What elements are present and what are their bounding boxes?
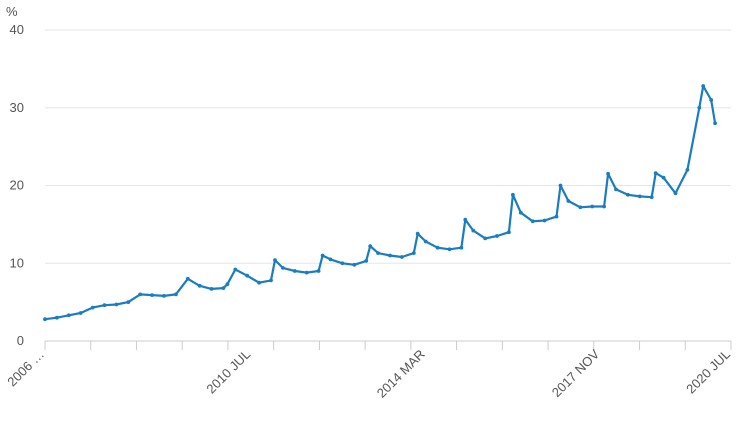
data-point (364, 259, 369, 263)
x-tick-label: 2020 JUL (683, 347, 733, 397)
data-point (269, 278, 273, 283)
data-point (150, 293, 155, 297)
data-point (102, 303, 107, 308)
x-tick-label: 2017 NOV (549, 346, 603, 400)
series-line-path (43, 84, 717, 321)
data-point (368, 244, 373, 249)
y-tick-label: 30 (10, 100, 24, 115)
x-tick-label: 2006 … (4, 347, 47, 390)
data-point (614, 187, 618, 192)
data-point (400, 255, 404, 259)
data-point (320, 253, 325, 258)
data-point (209, 287, 214, 291)
data-point (459, 245, 464, 250)
x-tick-labels: 2006 … 2010 JUL 2014 MAR 2017 NOV 2020 JUL (4, 346, 733, 400)
data-point (257, 280, 261, 285)
y-tick-label: 40 (10, 22, 24, 37)
data-point (661, 175, 666, 180)
data-point (411, 251, 416, 256)
grid-lines (45, 29, 731, 264)
data-point (221, 286, 226, 290)
data-point (447, 247, 452, 252)
data-point (162, 294, 166, 298)
data-point (606, 171, 610, 176)
y-tick-label: 20 (10, 178, 24, 193)
data-point (685, 168, 690, 172)
data-point (542, 218, 547, 223)
data-point (304, 270, 309, 275)
axes (44, 340, 732, 350)
data-point (376, 251, 380, 256)
x-tick-label: 2014 MAR (374, 347, 428, 401)
data-point (649, 195, 654, 200)
y-tick-label: 0 (17, 333, 24, 348)
data-point (507, 230, 511, 235)
data-point (55, 315, 59, 320)
data-point (590, 204, 595, 209)
data-point (225, 282, 230, 287)
data-point (174, 292, 178, 297)
data-point (340, 261, 345, 266)
data-point (518, 210, 523, 215)
data-point (637, 194, 642, 199)
y-tick-label: 10 (10, 255, 24, 270)
data-point (566, 199, 571, 203)
data-point (114, 302, 119, 307)
data-point (90, 305, 95, 310)
data-point (233, 267, 238, 272)
data-point (423, 239, 428, 244)
data-point (245, 273, 250, 278)
data-point (673, 191, 678, 196)
data-point (713, 121, 717, 126)
data-point (602, 204, 606, 209)
data-point (701, 84, 706, 88)
data-point (281, 266, 285, 270)
data-point (316, 269, 321, 273)
data-point (511, 192, 515, 197)
data-point (578, 205, 583, 210)
y-tick-labels: 0 10 20 30 40 (10, 22, 24, 348)
data-point (388, 253, 392, 258)
data-point (530, 219, 535, 224)
data-point (495, 234, 499, 238)
data-point (463, 217, 468, 222)
data-point (653, 171, 658, 176)
data-point (328, 257, 333, 262)
data-point (352, 262, 357, 267)
data-point (66, 313, 71, 318)
data-point (78, 311, 83, 315)
data-point (471, 228, 476, 233)
data-point (292, 269, 297, 273)
data-point (709, 98, 714, 102)
data-point (626, 192, 630, 197)
y-unit-label: % (6, 4, 18, 19)
data-point (138, 292, 143, 297)
data-point (43, 317, 47, 322)
data-point (435, 245, 440, 250)
data-point (554, 214, 559, 219)
data-point (126, 300, 131, 304)
series-line (43, 84, 717, 322)
data-point (197, 283, 202, 288)
data-point (273, 258, 277, 262)
data-point (558, 183, 563, 188)
data-point (185, 276, 190, 281)
data-point (483, 236, 488, 241)
data-point (415, 231, 420, 236)
data-point (697, 105, 702, 110)
x-tick-label: 2010 JUL (203, 347, 253, 397)
